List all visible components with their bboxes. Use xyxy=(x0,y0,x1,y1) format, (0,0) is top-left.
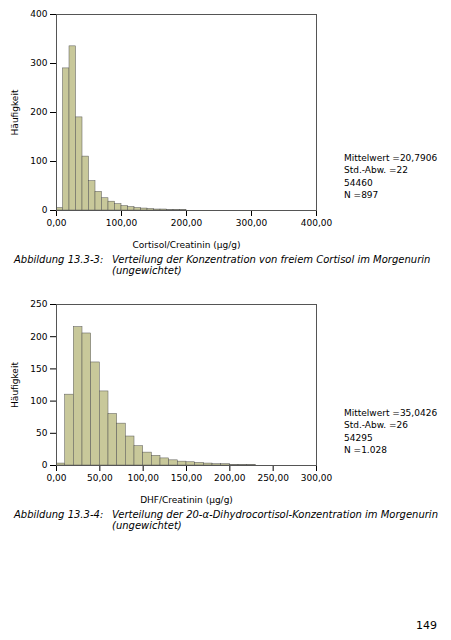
svg-text:0,00: 0,00 xyxy=(46,218,66,228)
html-text:Mittelwert =35,0426 Std.-Abw.: Mittelwert =35,0426 Std.-Abw. =26 54295 … xyxy=(344,407,438,456)
svg-text:400,00: 400,00 xyxy=(301,218,333,228)
svg-text:0,00: 0,00 xyxy=(46,473,66,483)
svg-text:150: 150 xyxy=(30,364,47,374)
svg-text:300: 300 xyxy=(30,58,47,68)
svg-text:200: 200 xyxy=(30,332,47,342)
svg-text:250,00: 250,00 xyxy=(257,473,289,483)
svg-text:200,00: 200,00 xyxy=(171,218,203,228)
svg-text:100,00: 100,00 xyxy=(127,473,159,483)
html-text:149: 149 xyxy=(416,619,437,632)
svg-text:150,00: 150,00 xyxy=(171,473,203,483)
svg-text:100: 100 xyxy=(30,156,47,166)
svg-text:Häufigkeit: Häufigkeit xyxy=(10,89,20,135)
svg-text:100: 100 xyxy=(30,396,47,406)
html-text:Verteilung der Konzentration v: Verteilung der Konzentration von freiem … xyxy=(112,254,431,276)
svg-text:DHF/Creatinin (µg/g): DHF/Creatinin (µg/g) xyxy=(140,495,233,505)
html-text:Mittelwert =20,7906 Std.-Abw.: Mittelwert =20,7906 Std.-Abw. =22 54460 … xyxy=(344,152,438,201)
svg-text:100,00: 100,00 xyxy=(106,218,138,228)
svg-text:0: 0 xyxy=(42,460,48,470)
svg-text:50: 50 xyxy=(36,428,48,438)
svg-text:200: 200 xyxy=(30,107,47,117)
svg-text:300,00: 300,00 xyxy=(236,218,268,228)
svg-text:200,00: 200,00 xyxy=(214,473,246,483)
html-text:Abbildung 13.3-4:: Abbildung 13.3-4: xyxy=(14,509,104,520)
html-text:Abbildung 13.3-3:: Abbildung 13.3-3: xyxy=(14,254,104,265)
svg-text:50,00: 50,00 xyxy=(87,473,113,483)
svg-text:250: 250 xyxy=(30,299,47,309)
svg-text:300,00: 300,00 xyxy=(301,473,333,483)
svg-text:0: 0 xyxy=(42,205,48,215)
svg-text:Cortisol/Creatinin (µg/g): Cortisol/Creatinin (µg/g) xyxy=(132,240,240,250)
svg-text:400: 400 xyxy=(30,9,47,19)
svg-text:Häufigkeit: Häufigkeit xyxy=(10,362,20,408)
html-text:Verteilung der 20-α-Dihydrocor: Verteilung der 20-α-Dihydrocortisol-Konz… xyxy=(112,509,438,531)
